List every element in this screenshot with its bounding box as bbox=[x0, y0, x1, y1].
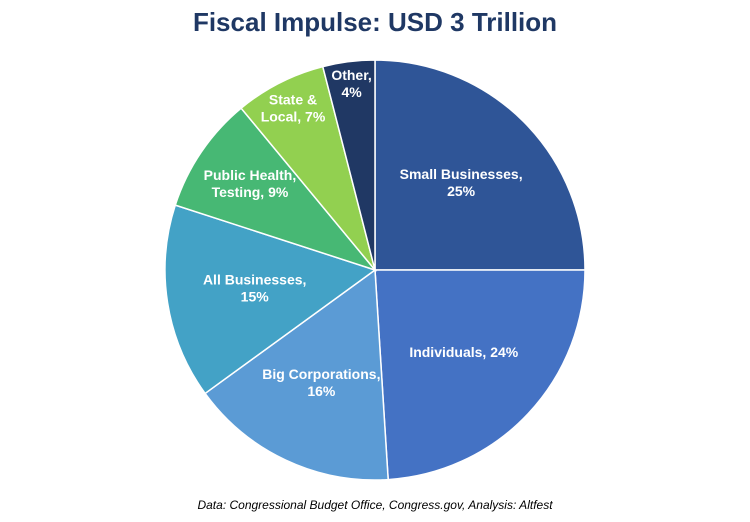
slice-label: Public Health, bbox=[204, 167, 297, 183]
pie-slice bbox=[164, 204, 377, 395]
slice-label: 25% bbox=[447, 183, 476, 199]
slice-label: Other, bbox=[331, 67, 371, 83]
chart-title: Fiscal Impulse: USD 3 Trillion bbox=[193, 7, 557, 37]
slice-label: Small Businesses, bbox=[400, 166, 523, 182]
pie-slice bbox=[374, 59, 586, 271]
source-note: Data: Congressional Budget Office, Congr… bbox=[197, 498, 553, 512]
slice-label: 4% bbox=[341, 84, 362, 100]
slice-label: All Businesses, bbox=[203, 271, 307, 287]
slice-label: 15% bbox=[241, 288, 270, 304]
slice-label: Testing, 9% bbox=[212, 184, 289, 200]
pie-slice bbox=[204, 268, 389, 481]
pie-slice bbox=[374, 269, 586, 481]
slice-label: 16% bbox=[307, 383, 336, 399]
slice-label: Individuals, 24% bbox=[409, 344, 518, 360]
pie-slice bbox=[174, 107, 378, 272]
pie-slice bbox=[321, 59, 376, 271]
slice-label: Big Corporations, bbox=[262, 366, 380, 382]
slice-label: Local, 7% bbox=[261, 108, 326, 124]
slice-label: State & bbox=[269, 91, 317, 107]
